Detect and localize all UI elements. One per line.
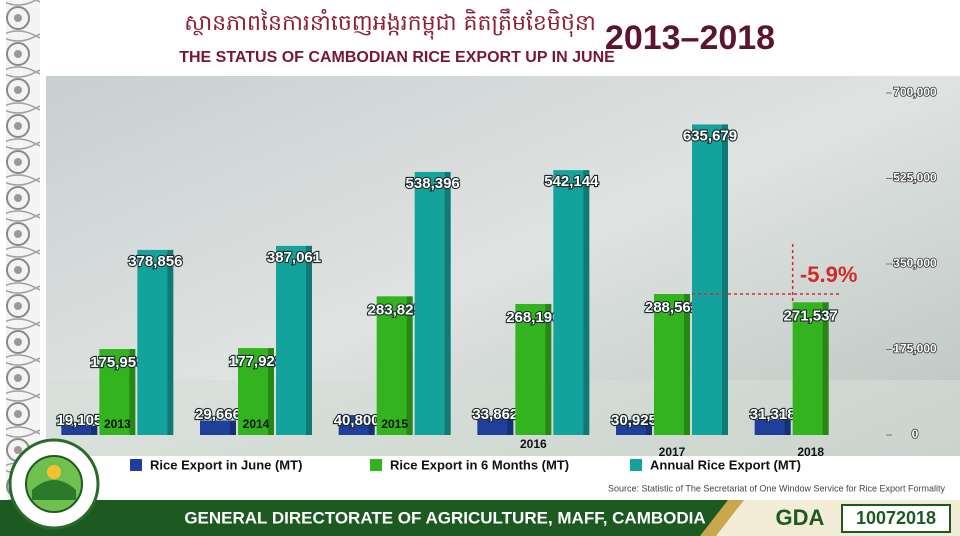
bar-shade <box>784 419 791 435</box>
x-tick-label: 2017 <box>659 445 686 459</box>
bar <box>654 294 690 435</box>
bar <box>515 303 552 435</box>
footer-text: GENERAL DIRECTORATE OF AGRICULTURE, MAFF… <box>184 508 705 527</box>
bar <box>276 245 312 435</box>
source: Source: Statistic of The Secretariat of … <box>608 483 945 493</box>
y-tick-label: 350,000 <box>893 256 937 270</box>
bar <box>61 425 98 435</box>
bar-shade <box>129 349 136 435</box>
x-tick-label: 2015 <box>381 417 408 431</box>
value-label: 19,105 <box>56 412 102 429</box>
bar-shade <box>306 245 312 435</box>
bar <box>692 124 728 435</box>
bar <box>238 348 274 435</box>
bar-shade <box>583 170 590 435</box>
chart-title: THE STATUS OF CAMBODIAN RICE EXPORT UP I… <box>179 49 615 66</box>
y-tick-label: 700,000 <box>893 85 937 99</box>
legend-label: Rice Export in 6 Months (MT) <box>390 457 569 472</box>
chart-subtitle: 2013–2018 <box>605 19 775 57</box>
logo-field <box>32 480 76 500</box>
value-label: 31,318 <box>750 406 796 423</box>
code-box <box>841 504 951 533</box>
value-label: 538,396 <box>406 175 460 192</box>
bar <box>477 418 514 435</box>
value-label: 635,679 <box>683 127 737 144</box>
x-tick-label: 2016 <box>520 437 547 451</box>
value-label: 283,825 <box>368 301 422 318</box>
value-label: 33,862 <box>472 406 518 423</box>
y-tick-label: 0 <box>912 427 919 441</box>
legend-swatch <box>630 459 642 471</box>
bar-shade <box>268 348 274 435</box>
bar-shade <box>91 425 98 435</box>
value-label: 542,144 <box>544 173 599 190</box>
value-label: 30,925 <box>611 412 657 429</box>
badge: GDA <box>776 505 825 530</box>
bar <box>792 302 829 435</box>
bar <box>137 249 174 435</box>
logo-sun <box>47 465 61 479</box>
value-label: 29,666 <box>195 406 241 423</box>
bar <box>754 419 791 435</box>
legend-label: Annual Rice Export (MT) <box>650 457 801 472</box>
bar <box>338 415 375 435</box>
ornament-border <box>6 0 40 500</box>
code: 10072018 <box>856 508 936 528</box>
legend-swatch <box>370 459 382 471</box>
bar <box>553 170 590 435</box>
legend-swatch <box>130 459 142 471</box>
y-tick-label: 525,000 <box>893 171 937 185</box>
bar-shade <box>822 302 829 435</box>
bar-shade <box>545 303 552 435</box>
value-label: 40,800 <box>334 412 380 429</box>
bar <box>414 171 451 436</box>
bar-shade <box>646 419 652 435</box>
x-tick-label: 2013 <box>104 417 131 431</box>
bar-shade <box>684 294 690 435</box>
bar-shade <box>406 296 413 435</box>
value-label: 378,856 <box>128 253 182 270</box>
bar-shade <box>444 171 451 436</box>
annotation: -5.9% <box>800 262 857 287</box>
bar <box>376 296 413 435</box>
value-label: 177,928 <box>229 353 283 370</box>
legend-label: Rice Export in June (MT) <box>150 457 302 472</box>
bar <box>99 349 136 435</box>
bar-shade <box>167 249 174 435</box>
bar <box>200 420 236 435</box>
y-tick-label: 175,000 <box>893 342 937 356</box>
bar-shade <box>722 124 728 435</box>
bar-shade <box>368 415 375 435</box>
value-label: 387,061 <box>267 249 321 266</box>
value-label: 271,537 <box>784 307 838 324</box>
value-label: 175,959 <box>90 354 144 371</box>
plot: 0 175,000 350,000 525,000 700,000 19,105 175,9… <box>55 84 937 472</box>
value-label: 288,562 <box>645 299 699 316</box>
bar-shade <box>230 420 236 435</box>
value-label: 268,190 <box>506 309 560 326</box>
x-tick-label: 2018 <box>797 445 824 459</box>
bar-shade <box>507 418 514 435</box>
bar <box>616 419 652 435</box>
x-tick-label: 2014 <box>243 417 270 431</box>
khmer-title: ស្ថានភាពនៃការនាំចេញអង្ករកម្ពុជា គិតត្រឹម… <box>184 8 596 40</box>
badge-stripe <box>700 500 744 536</box>
